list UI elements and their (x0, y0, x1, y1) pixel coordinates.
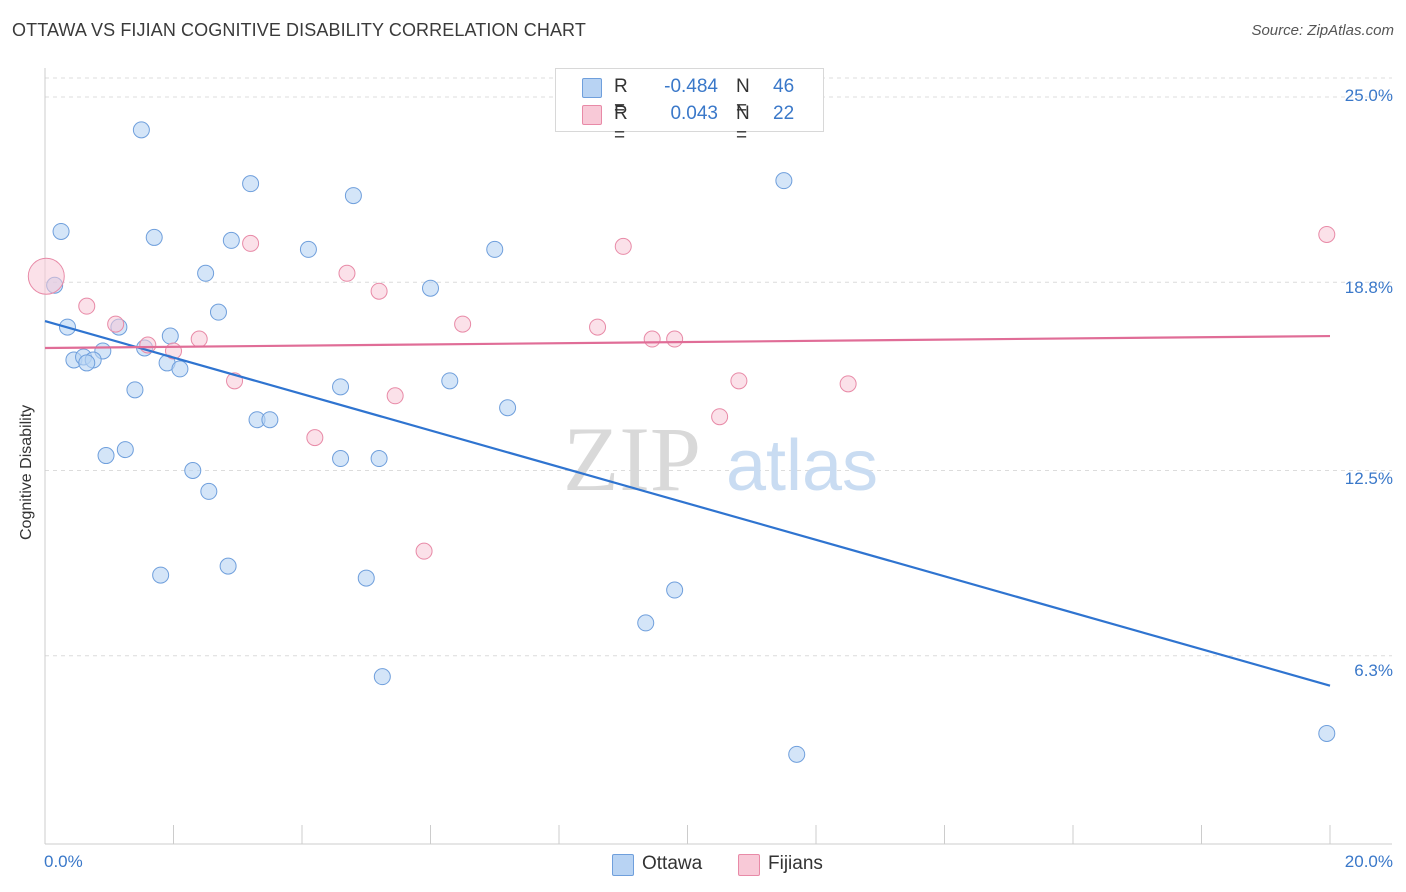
ottawa-point (152, 566, 170, 584)
stats-legend: R = -0.484 N = 46 R = 0.043 N = 22 (555, 68, 824, 146)
watermark: ZIP atlas (563, 408, 878, 510)
y-tick-label: 6.3% (1354, 661, 1393, 680)
ottawa-point (78, 354, 96, 372)
fijians-point (415, 542, 433, 560)
axes (44, 68, 1392, 845)
n-label: N = (736, 103, 750, 146)
ottawa-point (666, 581, 684, 599)
ottawa-point (145, 228, 163, 246)
x-tick-label: 20.0% (1344, 852, 1393, 871)
ottawa-point (332, 450, 350, 468)
ottawa-point (299, 240, 317, 258)
x-tick-label: 0.0% (44, 852, 83, 871)
ottawa-point (219, 557, 237, 575)
fijians-point (386, 387, 404, 405)
watermark-atlas: atlas (726, 426, 878, 506)
n-value: 22 (773, 103, 795, 124)
trend-lines (44, 320, 1331, 687)
fijians-point (730, 372, 748, 390)
fijians-point (338, 264, 356, 282)
ottawa-point (52, 222, 70, 240)
grid-lines (45, 77, 1392, 657)
ottawa-point (370, 450, 388, 468)
fijians-swatch (738, 854, 760, 876)
fijians-point (1318, 225, 1336, 243)
r-label: R = (614, 103, 628, 146)
ottawa-swatch (582, 78, 602, 98)
r-value: -0.484 (664, 76, 718, 97)
ottawa-point (486, 240, 504, 258)
ottawa-swatch (612, 854, 634, 876)
legend-label: Fijians (768, 853, 823, 874)
fijians-point (27, 257, 65, 295)
ottawa-point (161, 327, 179, 345)
n-value: 46 (773, 76, 795, 97)
ottawa-point (441, 372, 459, 390)
r-label: R = (614, 76, 628, 119)
chart-title: OTTAWA VS FIJIAN COGNITIVE DISABILITY CO… (12, 20, 586, 40)
y-axis-label: Cognitive Disability (18, 404, 35, 540)
ottawa-point (1318, 724, 1336, 742)
fijians-trend-line (44, 334, 1331, 350)
ottawa-point (332, 378, 350, 396)
ottawa-point (637, 614, 655, 632)
ottawa-point (788, 745, 806, 763)
n-label: N = (736, 76, 750, 119)
ottawa-point (197, 264, 215, 282)
ottawa-point (126, 381, 144, 399)
ottawa-point (422, 279, 439, 297)
fijians-point (107, 315, 125, 333)
y-tick-label: 25.0% (1344, 86, 1393, 105)
ottawa-point (184, 462, 202, 479)
ottawa-point (200, 482, 218, 500)
fijians-point (589, 318, 607, 336)
data-points (27, 121, 1336, 763)
ottawa-point (357, 569, 375, 587)
ottawa-point (775, 172, 793, 190)
fijians-point (190, 330, 208, 348)
ottawa-point (242, 175, 260, 193)
ottawa-point (171, 360, 189, 378)
r-value: 0.043 (670, 103, 718, 124)
fijians-point (454, 315, 472, 333)
ottawa-trend-line (44, 320, 1331, 687)
fijians-point (78, 297, 96, 315)
y-tick-label: 18.8% (1344, 278, 1393, 297)
watermark-zip: ZIP (563, 408, 701, 510)
fijians-swatch (582, 105, 602, 125)
legend-label: Ottawa (642, 853, 703, 874)
source-credit: Source: ZipAtlas.com (1251, 22, 1394, 39)
y-tick-label: 12.5% (1344, 469, 1393, 488)
ottawa-point (116, 441, 134, 459)
fijians-point (643, 330, 661, 348)
ottawa-point (373, 668, 391, 686)
fijians-point (370, 282, 388, 300)
ottawa-point (261, 411, 279, 429)
ottawa-point (97, 447, 115, 465)
fijians-point (242, 234, 260, 252)
fijians-point (666, 330, 684, 348)
ottawa-point (132, 121, 150, 139)
fijians-point (711, 408, 729, 426)
ottawa-point (222, 231, 240, 249)
fijians-point (306, 429, 324, 447)
fijians-point (614, 237, 632, 255)
ottawa-point (209, 303, 227, 321)
ottawa-point (344, 187, 362, 205)
ottawa-point (499, 399, 517, 417)
fijians-point (839, 375, 857, 393)
